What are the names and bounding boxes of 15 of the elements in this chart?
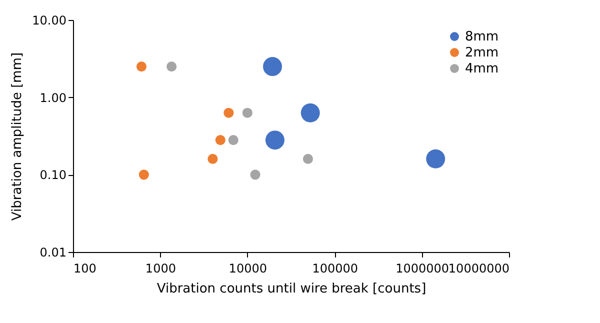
x-tick-label: 1000000 [396, 262, 450, 276]
legend-label: 8mm [465, 30, 499, 44]
y-tick-label: 10.00 [32, 14, 66, 28]
x-tick-label: 10000000 [448, 262, 510, 276]
x-tick-label: 10000 [228, 262, 267, 276]
x-axis-title: Vibration counts until wire break [counts] [156, 282, 426, 296]
x-tick-label: 100 [74, 262, 96, 276]
y-tick-label: 0.01 [40, 246, 66, 260]
legend-label: 2mm [465, 46, 499, 60]
y-tick-label: 0.10 [40, 168, 66, 182]
x-tick-label: 1000 [145, 262, 176, 276]
x-tick-label: 100000 [312, 262, 358, 276]
y-axis-title: Vibration amplitude [mm] [10, 52, 26, 221]
y-tick-label: 1.00 [40, 90, 66, 105]
legend-label: 4mm [465, 62, 499, 76]
